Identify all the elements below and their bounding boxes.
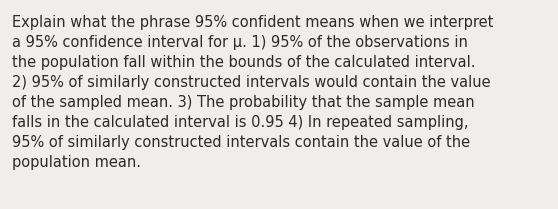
Text: Explain what the phrase 95% confident means when we interpret
a 95% confidence i: Explain what the phrase 95% confident me…	[12, 15, 494, 170]
